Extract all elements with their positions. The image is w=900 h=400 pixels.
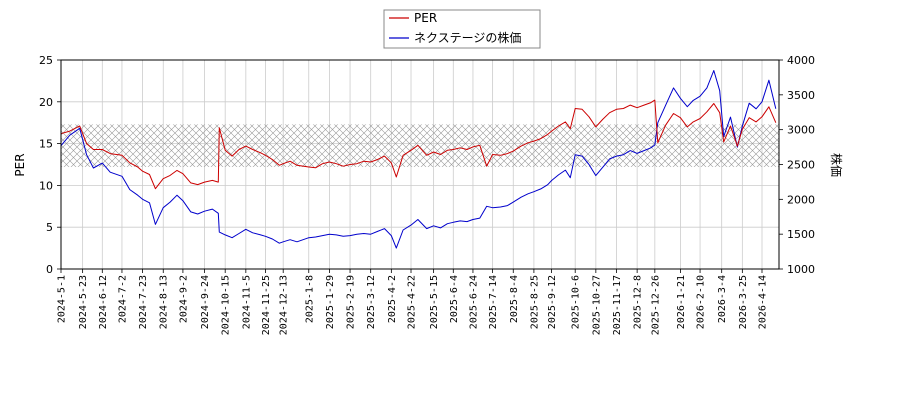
x-tick-label: 2025-4-2 — [387, 275, 398, 323]
legend: PER ネクステージの株価 — [383, 9, 541, 49]
series-line-price — [61, 70, 777, 249]
y-left-tick-label: 15 — [39, 138, 53, 151]
x-tick-label: 2024-12-13 — [279, 275, 290, 335]
y-right-tick-label: 1500 — [787, 228, 815, 241]
x-tick-label: 2025-2-19 — [346, 275, 357, 329]
y-right-tick-label: 1000 — [787, 263, 815, 276]
y-right-tick-label: 3000 — [787, 124, 815, 137]
x-tick-label: 2025-3-12 — [366, 275, 377, 329]
legend-label-per: PER — [414, 11, 437, 25]
x-tick-label: 2025-8-25 — [529, 275, 540, 329]
y-left-tick-label: 20 — [39, 96, 53, 109]
x-tick-label: 2025-8-4 — [509, 275, 520, 323]
x-tick-label: 2025-10-6 — [571, 275, 582, 329]
x-tick-label: 2025-11-17 — [612, 275, 623, 335]
y-right-tick-label: 4000 — [787, 54, 815, 67]
x-tick-label: 2025-6-24 — [468, 275, 479, 329]
x-tick-label: 2026-2-10 — [696, 275, 707, 329]
x-tick-label: 2024-9-2 — [178, 275, 189, 323]
x-tick-label: 2026-3-25 — [738, 275, 749, 329]
x-tick-label: 2025-5-15 — [429, 275, 440, 329]
x-tick-label: 2024-9-24 — [200, 275, 211, 329]
y-left-tick-label: 0 — [46, 263, 53, 276]
y-left-label: PER — [13, 153, 27, 176]
y-ticks-right: 1000 1500 2000 2500 3000 3500 4000 — [779, 54, 815, 276]
y-right-label: 株価 — [829, 153, 844, 177]
x-tick-label: 2024-10-15 — [221, 275, 232, 335]
x-tick-label: 2024-7-2 — [117, 275, 128, 323]
x-tick-label: 2025-4-22 — [407, 275, 418, 329]
x-tick-label: 2024-8-13 — [159, 275, 170, 329]
x-tick-label: 2025-1-8 — [304, 275, 315, 323]
x-tick-label: 2026-4-14 — [758, 275, 769, 329]
x-tick-label: 2024-11-25 — [261, 275, 272, 335]
x-tick-label: 2024-11-5 — [241, 275, 252, 329]
x-tick-label: 2025-7-14 — [488, 275, 499, 329]
x-tick-label: 2026-3-4 — [717, 275, 728, 323]
x-tick-label: 2025-12-8 — [633, 275, 644, 329]
legend-box — [383, 9, 541, 49]
y-right-tick-label: 3500 — [787, 89, 815, 102]
x-tick-label: 2025-12-26 — [650, 275, 661, 335]
y-left-tick-label: 10 — [39, 179, 53, 192]
y-right-tick-label: 2500 — [787, 159, 815, 172]
x-tick-label: 2026-1-21 — [676, 275, 687, 329]
x-tick-label: 2025-1-29 — [325, 275, 336, 329]
x-ticks: 2024-5-1 2024-5-23 2024-6-12 2024-7-2 2024-7… — [57, 269, 769, 335]
x-tick-label: 2024-5-23 — [78, 275, 89, 329]
series-layer — [61, 70, 777, 249]
band — [61, 124, 779, 168]
x-tick-label: 2024-7-23 — [138, 275, 149, 329]
x-tick-label: 2024-6-12 — [98, 275, 109, 329]
y-left-tick-label: 5 — [46, 221, 53, 234]
x-tick-label: 2025-10-27 — [591, 275, 602, 335]
y-left-tick-label: 25 — [39, 54, 53, 67]
x-tick-label: 2024-5-1 — [57, 275, 68, 323]
legend-label-price: ネクステージの株価 — [414, 30, 521, 45]
y-ticks-left: 0 5 10 15 20 25 — [39, 54, 61, 276]
y-right-tick-label: 2000 — [787, 193, 815, 206]
x-tick-label: 2025-9-12 — [547, 275, 558, 329]
x-tick-label: 2025-6-4 — [449, 275, 460, 323]
series-line-per — [61, 99, 777, 190]
